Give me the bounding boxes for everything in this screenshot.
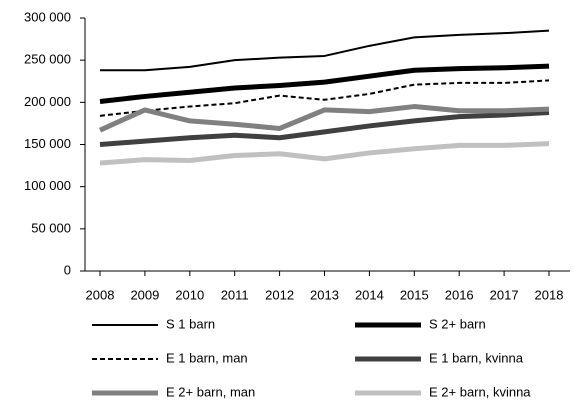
legend-label: E 1 barn, man: [166, 350, 248, 365]
series-line: [99, 79, 550, 117]
legend-label: E 2+ barn, kvinna: [429, 384, 531, 399]
y-tick-label: 200 000: [24, 94, 71, 109]
x-tick-label: 2017: [490, 287, 519, 302]
y-tick-label: 50 000: [31, 220, 71, 235]
y-tick-label: 150 000: [24, 136, 71, 151]
x-tick-label: 2010: [175, 287, 204, 302]
legend-label: S 2+ barn: [429, 316, 486, 331]
series-line: [99, 141, 550, 166]
y-tick-label: 250 000: [24, 52, 71, 67]
x-tick-label: 2008: [86, 287, 115, 302]
series-line: [98, 104, 550, 133]
x-tick-label: 2013: [310, 287, 339, 302]
y-tick-label: 300 000: [24, 9, 71, 24]
x-tick-label: 2014: [355, 287, 384, 302]
x-tick-label: 2015: [400, 287, 429, 302]
x-tick-label: 2011: [221, 287, 249, 302]
y-tick-label: 0: [64, 262, 71, 277]
legend-label: S 1 barn: [166, 316, 215, 331]
x-tick-label: 2018: [535, 287, 564, 302]
series-line: [99, 63, 550, 104]
x-tick-label: 2012: [265, 287, 294, 302]
x-tick-label: 2009: [130, 287, 159, 302]
series-line: [99, 109, 550, 147]
series-line: [100, 29, 550, 72]
x-tick-label: 2016: [445, 287, 474, 302]
legend-label: E 1 barn, kvinna: [429, 350, 524, 365]
y-tick-label: 100 000: [24, 178, 71, 193]
legend-label: E 2+ barn, man: [166, 384, 255, 399]
